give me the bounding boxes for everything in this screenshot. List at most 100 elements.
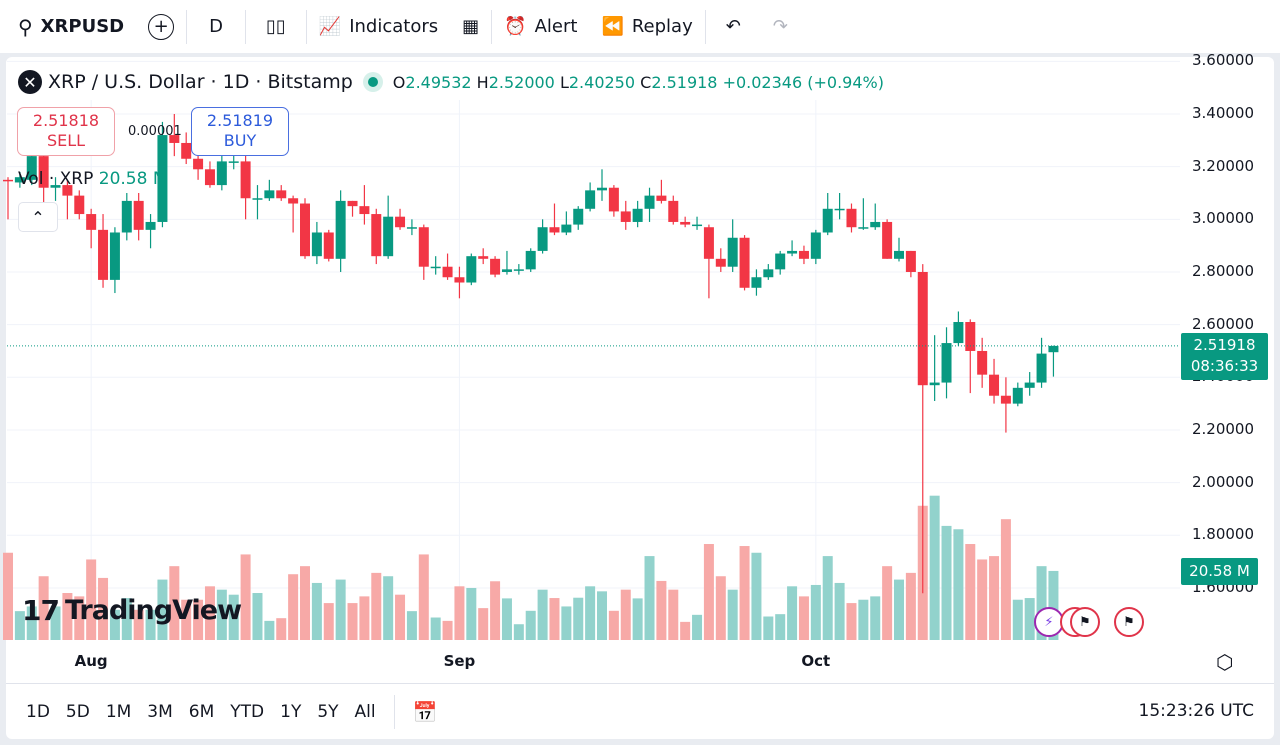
volume-bar — [656, 580, 667, 640]
volume-bar — [288, 574, 299, 640]
volume-bar — [62, 593, 73, 640]
range-1y[interactable]: 1Y — [280, 701, 302, 722]
range-1m[interactable]: 1M — [105, 701, 132, 722]
top-toolbar: ⚲ XRPUSD + D ▯▯ 📈 Indicators ▦ ⏰ Alert ⏪ Re… — [0, 0, 1280, 53]
volume-bar — [216, 589, 227, 640]
candle-up — [775, 253, 786, 270]
volume-bar — [941, 525, 952, 640]
candle-up — [822, 208, 833, 233]
symbol-search-button[interactable]: ⚲ XRPUSD — [0, 7, 136, 47]
candle-down — [977, 350, 988, 375]
volume-bar — [834, 582, 845, 640]
divider — [305, 9, 307, 44]
candle-up — [1012, 387, 1023, 404]
volume-bar — [787, 586, 798, 640]
chart-type-button[interactable]: ▯▯ — [246, 7, 306, 47]
candle-down — [905, 250, 916, 272]
candle-up — [430, 266, 441, 269]
candle-up — [1024, 382, 1035, 388]
price-tick-label: 3.60000 — [1191, 51, 1254, 70]
price-tick-label: 2.80000 — [1191, 261, 1254, 280]
volume-bar — [894, 579, 904, 640]
candle-down — [620, 211, 631, 222]
us-flag-event-icon[interactable]: ⚑ — [1114, 607, 1144, 637]
volume-bar — [810, 584, 821, 640]
volume-bar — [14, 611, 25, 640]
candle-down — [549, 227, 560, 233]
range-5y[interactable]: 5Y — [317, 701, 339, 722]
buy-button[interactable]: 2.51819 BUY — [191, 107, 289, 156]
candle-down — [668, 200, 679, 222]
volume-bar — [121, 598, 132, 640]
range-5d[interactable]: 5D — [65, 701, 90, 722]
redo-button[interactable]: ↷ — [761, 7, 800, 47]
time-tick-label: Sep — [443, 652, 476, 670]
candle-up — [383, 216, 394, 257]
candle-down — [656, 195, 667, 201]
volume-bar — [169, 566, 180, 640]
volume-bar — [727, 589, 738, 640]
candle-down — [300, 203, 310, 257]
volume-bar — [228, 594, 239, 640]
candle-up — [858, 227, 869, 229]
candle-up — [14, 177, 25, 183]
volume-bar — [1048, 570, 1059, 640]
candle-down — [1000, 395, 1011, 404]
axis-settings-icon[interactable]: ⬡ — [1216, 650, 1234, 674]
volume-bar — [466, 587, 477, 640]
price-tick-label: 1.80000 — [1191, 525, 1254, 544]
xrp-logo-icon: ✕ — [18, 70, 42, 94]
volume-bar — [311, 582, 322, 640]
collapse-legend-button[interactable]: ⌃ — [18, 202, 58, 232]
volume-bar — [240, 554, 251, 640]
range-all[interactable]: All — [354, 701, 376, 722]
go-to-date-calendar-icon[interactable]: 📅 — [412, 699, 438, 724]
layouts-button[interactable]: ▦ — [450, 7, 491, 47]
candle-up — [632, 208, 643, 222]
undo-icon: ↶ — [725, 16, 741, 37]
volume-bar — [739, 546, 750, 640]
candle-down — [989, 374, 1000, 396]
candle-up — [501, 269, 512, 272]
replay-label: Replay — [631, 16, 693, 37]
time-tick-label: Oct — [801, 652, 831, 670]
interval-button[interactable]: D — [187, 7, 245, 47]
open-value: 2.49532 — [405, 72, 472, 92]
range-1d[interactable]: 1D — [26, 701, 50, 722]
alert-button[interactable]: ⏰ Alert — [492, 7, 589, 47]
candle-up — [870, 221, 881, 228]
volume-bar — [38, 576, 49, 640]
volume-bar — [549, 598, 560, 640]
candle-down — [798, 250, 809, 259]
candle-up — [228, 161, 239, 163]
sell-price: 2.51818 — [32, 111, 100, 130]
us-flag-event-icon[interactable]: ⚑ — [1070, 607, 1100, 637]
volume-bar — [371, 572, 382, 640]
time-tick-label: Aug — [74, 652, 108, 670]
low-value: 2.40250 — [568, 72, 636, 92]
clock-utc[interactable]: 15:23:26 UTC — [1138, 701, 1254, 721]
volume-bar — [430, 617, 441, 640]
volume-bar — [181, 599, 192, 640]
volume-bar — [347, 603, 358, 640]
range-3m[interactable]: 3M — [147, 701, 173, 722]
sell-button[interactable]: 2.51818 SELL — [17, 107, 115, 156]
volume-bar — [692, 614, 703, 640]
candle-down — [490, 258, 501, 275]
range-6m[interactable]: 6M — [188, 701, 215, 722]
volume-bar — [989, 556, 1000, 640]
candle-up — [644, 195, 655, 209]
plus-circle-icon: + — [148, 13, 175, 40]
replay-button[interactable]: ⏪ Replay — [589, 7, 704, 47]
alarm-clock-icon: ⏰ — [504, 16, 527, 37]
compare-symbol-button[interactable]: + — [136, 7, 186, 47]
undo-button[interactable]: ↶ — [706, 7, 761, 47]
range-ytd[interactable]: YTD — [230, 701, 265, 722]
watermark-text: TradingView — [64, 595, 242, 626]
candle-up — [692, 224, 703, 227]
volume-bar — [98, 577, 109, 640]
indicators-button[interactable]: 📈 Indicators — [307, 7, 450, 47]
volume-bar — [703, 544, 714, 640]
legend-title: XRP / U.S. Dollar · 1D · Bitstamp — [48, 71, 353, 93]
